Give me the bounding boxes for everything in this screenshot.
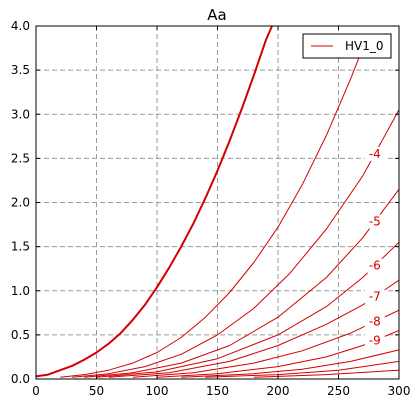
y-tick-label: 3.5: [11, 63, 30, 77]
x-tick-label: 150: [206, 384, 229, 398]
y-tick-label: 1.5: [11, 240, 30, 254]
axis-ticks: 0 50 100 150 200 250 300 0.0 0.5 1.0 1.5 2.0 2.5 3.0 3…: [11, 19, 411, 398]
series-line-8: [181, 349, 399, 378]
x-tick-label: 0: [32, 384, 40, 398]
series-label: -7: [369, 290, 381, 304]
series-line-3: [84, 189, 399, 378]
series-label-bg: [364, 289, 385, 304]
x-tick-label: 250: [327, 384, 350, 398]
series-label-bg: [364, 258, 385, 273]
y-tick-label: 2.0: [11, 196, 30, 210]
series-label: -9: [369, 333, 381, 347]
y-tick-label: 3.0: [11, 107, 30, 121]
series-line-1: [60, 47, 364, 378]
chart-title: Aa: [207, 6, 226, 24]
y-tick-label: 0.0: [11, 372, 30, 386]
legend: HV1_0: [302, 33, 392, 59]
x-tick-label: 100: [146, 384, 169, 398]
series-line-6: [132, 309, 399, 378]
x-tick-label: 300: [388, 384, 411, 398]
legend-label: HV1_0: [345, 39, 384, 53]
series-label-bg: [364, 146, 385, 161]
series-label: -4: [369, 147, 381, 161]
series-line-0: [36, 26, 273, 378]
x-tick-label: 200: [267, 384, 290, 398]
series-label-bg: [364, 333, 385, 348]
x-tick-label: 50: [89, 384, 104, 398]
series-label-bg: [364, 214, 385, 229]
y-tick-label: 4.0: [11, 19, 30, 33]
series-line-4: [96, 241, 399, 378]
series-line-2: [72, 109, 399, 378]
y-tick-label: 0.5: [11, 328, 30, 342]
series-label-bg: [364, 314, 385, 329]
series-line-9: [205, 360, 399, 378]
series-labels: -3-4-5-6-7-8-9: [352, 41, 385, 348]
series-label: -8: [369, 315, 381, 329]
series-label: -6: [369, 259, 381, 273]
y-tick-label: 1.0: [11, 284, 30, 298]
y-tick-label: 2.5: [11, 151, 30, 165]
series-label: -5: [369, 215, 381, 229]
grid: [36, 26, 399, 379]
series-line-5: [108, 279, 399, 378]
